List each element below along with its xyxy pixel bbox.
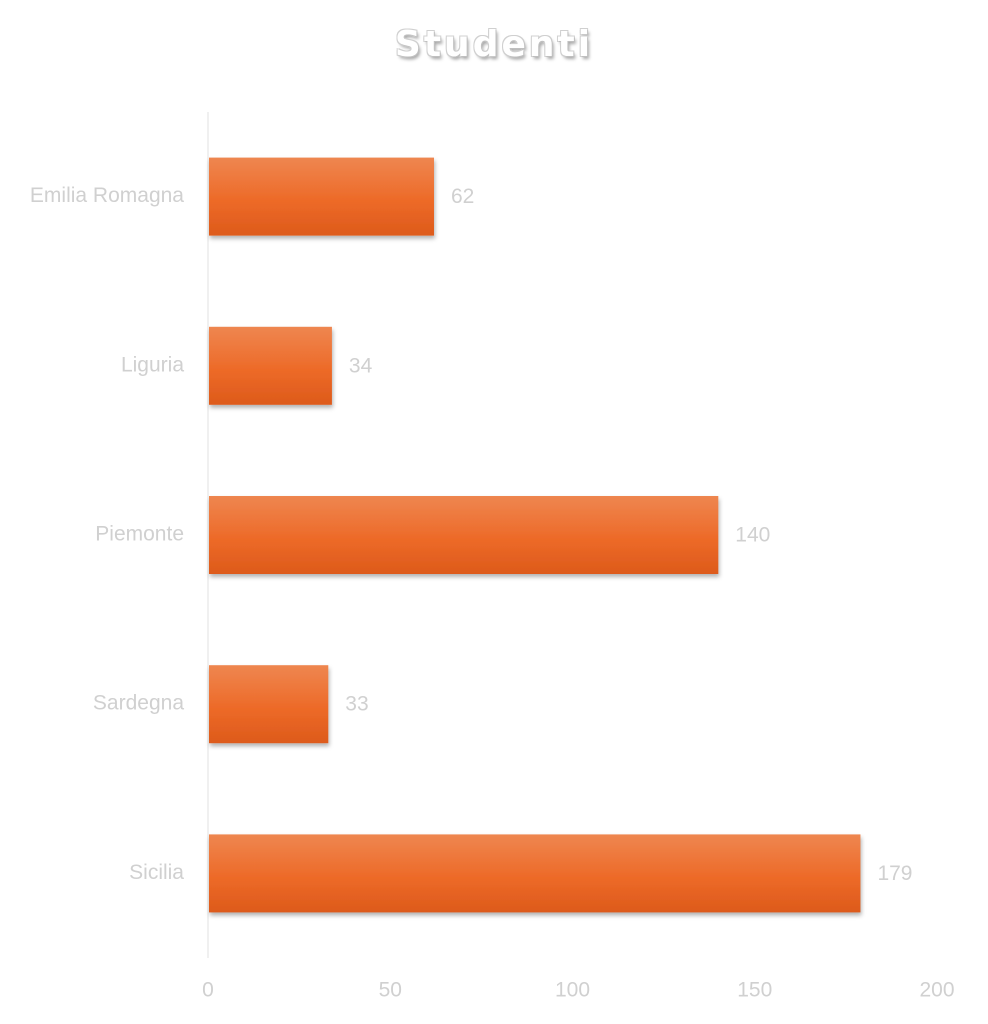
bar [209, 665, 329, 744]
x-tick-label: 150 [737, 979, 772, 1002]
bar [209, 157, 434, 236]
x-tick-label: 50 [379, 979, 402, 1002]
bar [209, 834, 861, 913]
category-label: Piemonte [95, 523, 184, 546]
data-label: 179 [877, 862, 912, 885]
data-label: 140 [735, 524, 770, 547]
chart-title: Studenti [394, 24, 594, 65]
data-label: 34 [349, 354, 373, 377]
category-label: Sardegna [93, 692, 184, 715]
x-tick-label: 100 [555, 979, 590, 1002]
bar [209, 326, 332, 405]
category-label: Emilia Romagna [30, 184, 184, 207]
bar [209, 496, 719, 574]
data-label: 33 [345, 693, 368, 716]
category-label: Liguria [121, 353, 184, 376]
data-label: 62 [451, 185, 474, 208]
x-tick-label: 200 [919, 979, 954, 1002]
category-label: Sicilia [129, 861, 184, 884]
x-tick-label: 0 [202, 979, 214, 1002]
